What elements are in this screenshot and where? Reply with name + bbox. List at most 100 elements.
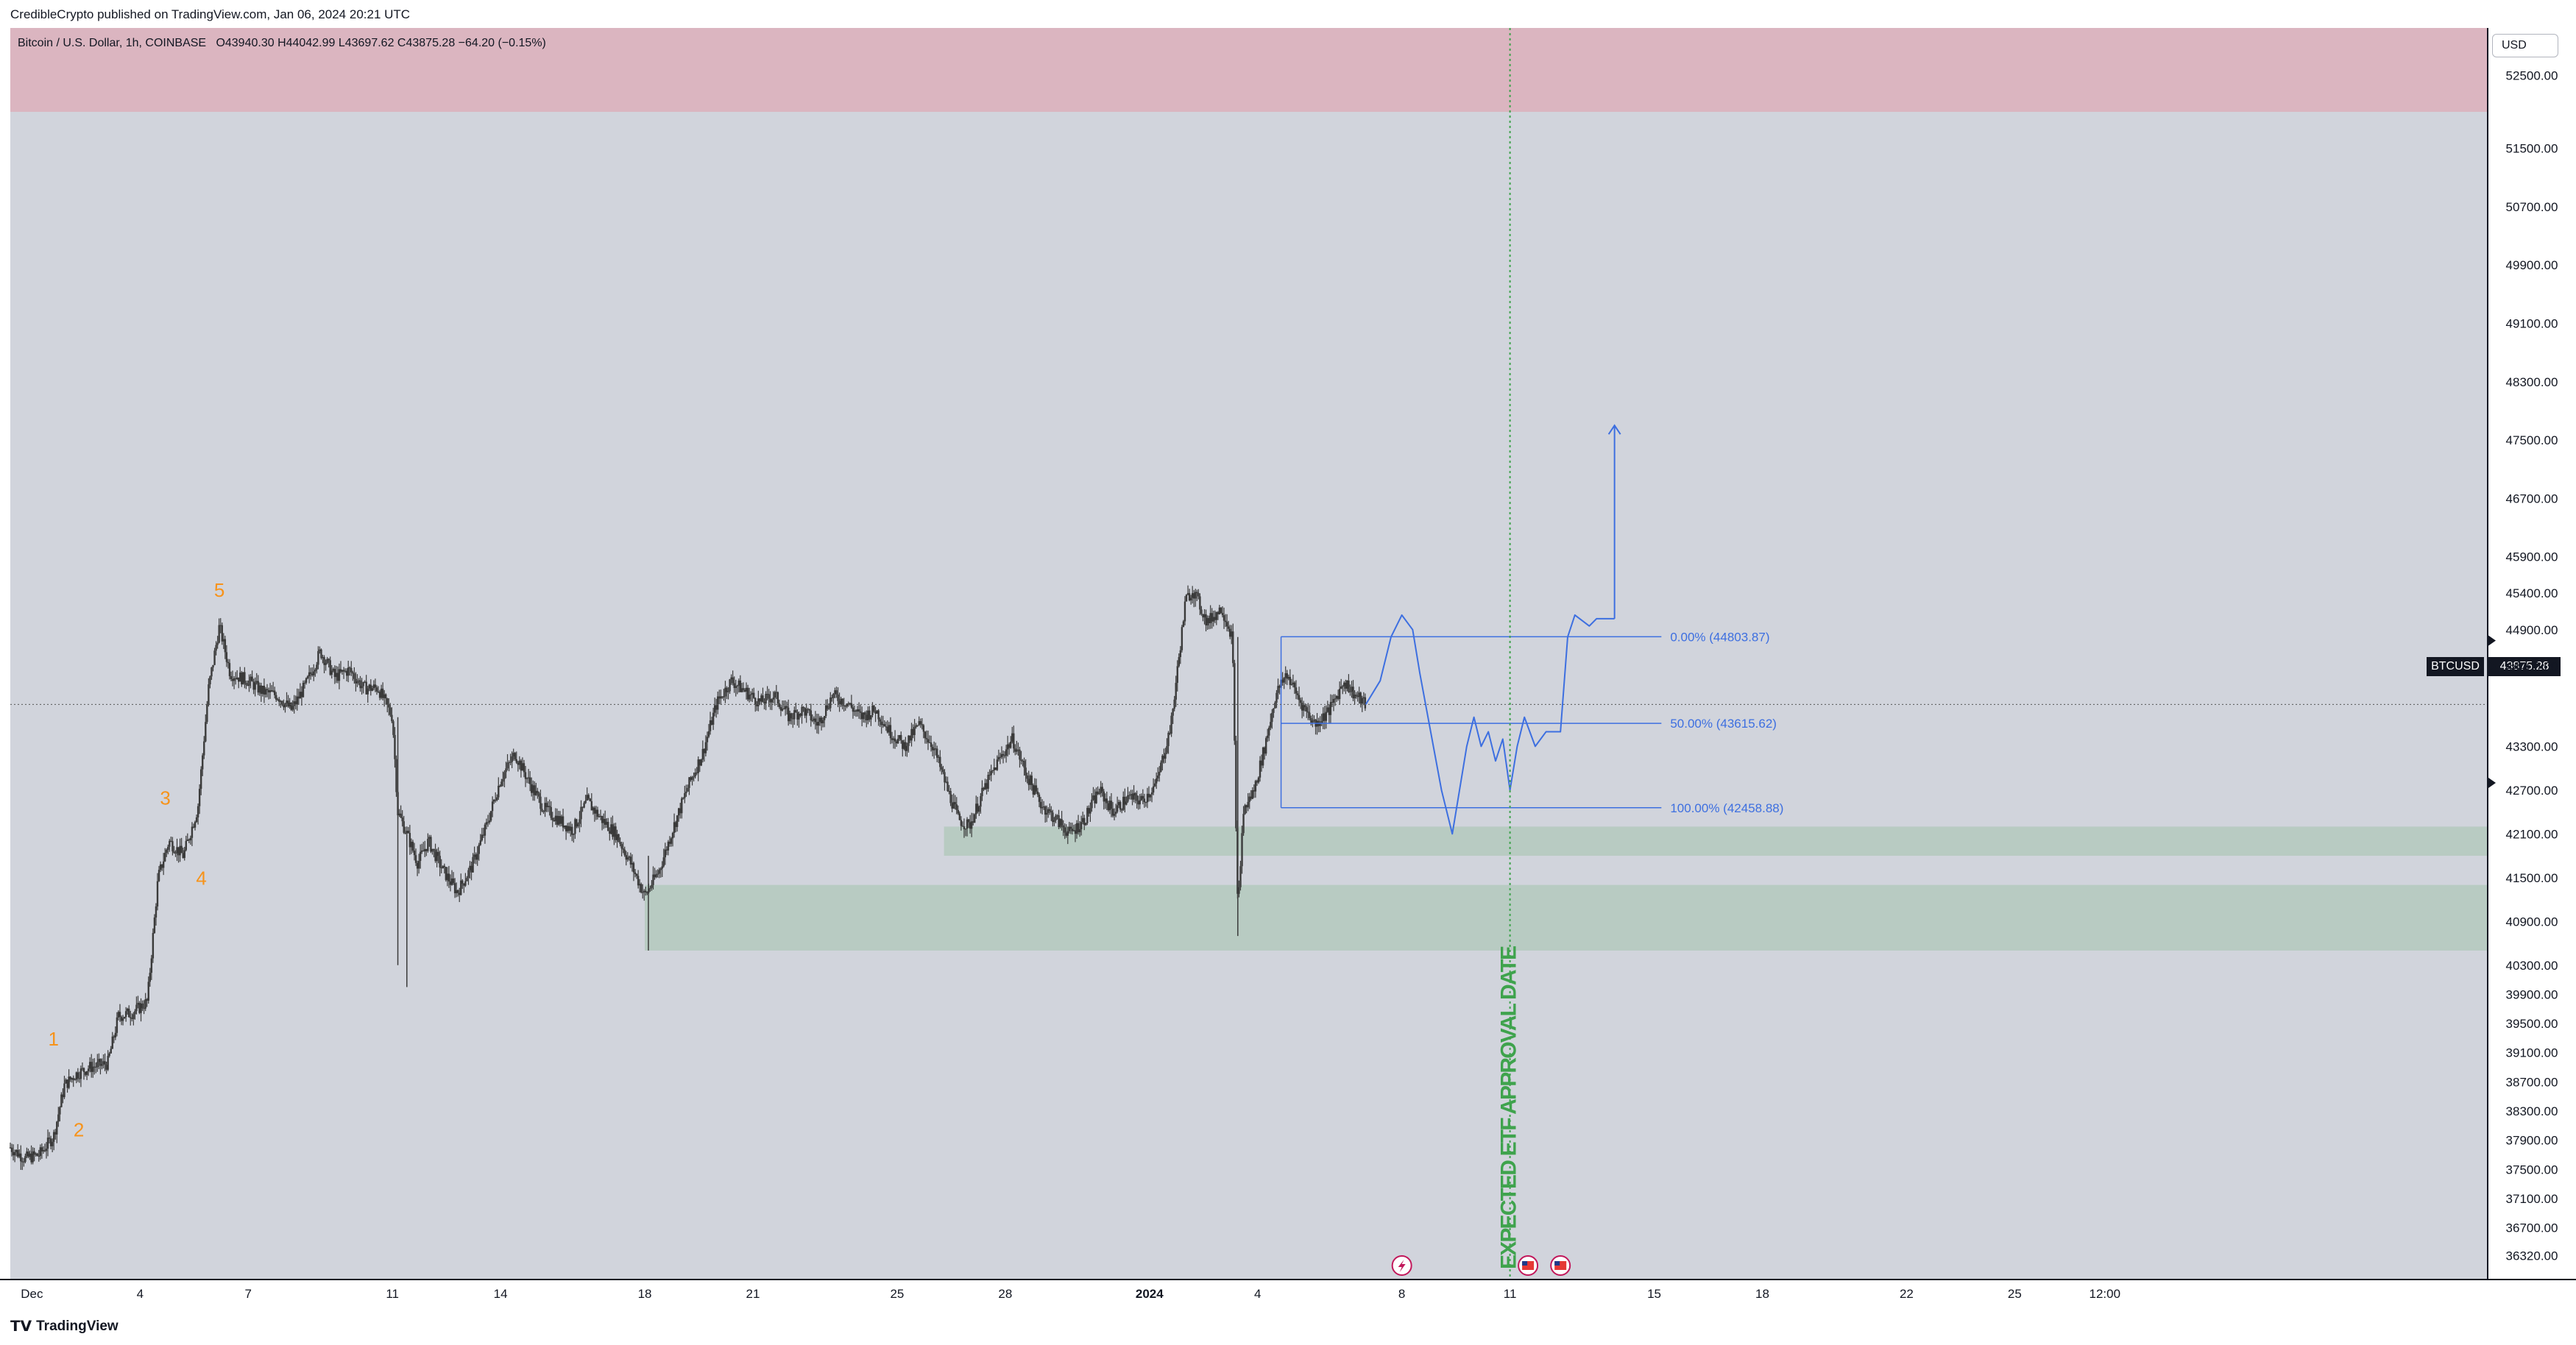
candle-body: [1345, 682, 1347, 689]
wave-label: 1: [49, 1028, 59, 1050]
candle-body: [1212, 617, 1214, 622]
candle-body: [24, 1156, 26, 1163]
candle-body: [793, 710, 796, 720]
candle-body: [1172, 709, 1174, 716]
candle-body: [737, 680, 740, 686]
candle-body: [66, 1079, 68, 1088]
candle-body: [198, 789, 201, 806]
candle-body: [1026, 775, 1028, 779]
candle-body: [57, 1114, 60, 1122]
candle-body: [388, 704, 390, 708]
time-axis[interactable]: [0, 1279, 2576, 1308]
candle-body: [1199, 596, 1201, 610]
candle-body: [1125, 801, 1128, 805]
candle-body: [581, 806, 584, 808]
candle-body: [111, 1036, 113, 1049]
candle-body: [290, 703, 292, 710]
candle-body: [620, 844, 623, 849]
candle-body: [977, 803, 979, 812]
candle-body: [470, 865, 473, 873]
candle-body: [1088, 808, 1090, 814]
price-axis[interactable]: [2487, 28, 2576, 1279]
candle-body: [694, 773, 696, 777]
candle-body: [293, 701, 295, 706]
candle-body: [1298, 695, 1301, 700]
candle-body: [1133, 792, 1135, 800]
candle-body: [896, 738, 899, 744]
candle-body: [1023, 761, 1025, 768]
chart-pane[interactable]: [10, 28, 2487, 1279]
candle-body: [326, 659, 328, 664]
candle-body: [120, 1017, 123, 1021]
candle-body: [847, 703, 850, 705]
candle-body: [478, 845, 480, 854]
candle-body: [460, 880, 462, 895]
wave-label: 3: [160, 787, 170, 809]
candle-body: [941, 767, 943, 770]
candle-body: [1335, 696, 1338, 699]
candle-body: [13, 1151, 16, 1156]
tradingview-logo[interactable]: 𝗧𝗩 TradingView: [10, 1317, 118, 1335]
candle-body: [361, 686, 363, 689]
candle-body: [1235, 740, 1237, 828]
candle-body: [1139, 800, 1141, 805]
candle-body: [739, 680, 742, 692]
candle-body: [23, 1161, 25, 1163]
candle-body: [626, 857, 629, 860]
candle-body: [213, 650, 216, 665]
candle-body: [717, 696, 719, 710]
candle-body: [649, 887, 651, 889]
candle-body: [706, 737, 709, 742]
candle-body: [751, 692, 754, 695]
symbol-legend[interactable]: Bitcoin / U.S. Dollar, 1h, COINBASE O439…: [18, 37, 546, 50]
candle-body: [1127, 795, 1129, 802]
candle-body: [467, 870, 470, 879]
candle-body: [215, 645, 217, 651]
candle-body: [1242, 814, 1245, 834]
candle-body: [99, 1059, 102, 1066]
candle-body: [153, 918, 156, 934]
currency-button[interactable]: USD: [2492, 34, 2558, 57]
candle-body: [228, 663, 231, 676]
candle-body: [85, 1071, 88, 1075]
candle-body: [528, 777, 531, 784]
candle-body: [655, 874, 657, 878]
candle-body: [385, 694, 387, 699]
candle-body: [36, 1153, 38, 1156]
candle-body: [372, 684, 375, 689]
candle-body: [571, 826, 573, 835]
candle-body: [365, 681, 367, 695]
candle-body: [1085, 823, 1087, 826]
candle-body: [550, 806, 552, 818]
candle-body: [206, 704, 208, 723]
symbol-tag: BTCUSD: [2427, 657, 2484, 676]
candle-body: [1121, 809, 1123, 811]
candle-body: [1352, 686, 1354, 699]
candle-body: [1160, 762, 1162, 772]
candle-body: [925, 738, 928, 739]
candle-body: [939, 756, 941, 767]
candle-body: [75, 1072, 77, 1080]
candle-body: [189, 837, 192, 841]
candle-body: [894, 738, 896, 742]
candle-body: [601, 815, 604, 823]
candle-body: [291, 706, 294, 710]
candle-body: [353, 673, 355, 679]
candle-body: [988, 775, 991, 776]
candle-body: [459, 892, 461, 895]
candle-body: [740, 688, 743, 692]
candle-body: [386, 698, 389, 705]
candle-body: [1203, 614, 1206, 618]
candle-body: [1103, 791, 1105, 802]
candle-body: [834, 690, 836, 694]
candle-body: [667, 841, 670, 851]
candle-body: [506, 762, 509, 769]
candle-body: [652, 874, 654, 885]
candle-body: [538, 793, 540, 797]
candle-body: [245, 683, 247, 685]
candle-body: [768, 694, 770, 699]
candle-body: [526, 778, 528, 779]
candle-body: [1169, 732, 1171, 734]
candle-body: [10, 1147, 13, 1152]
